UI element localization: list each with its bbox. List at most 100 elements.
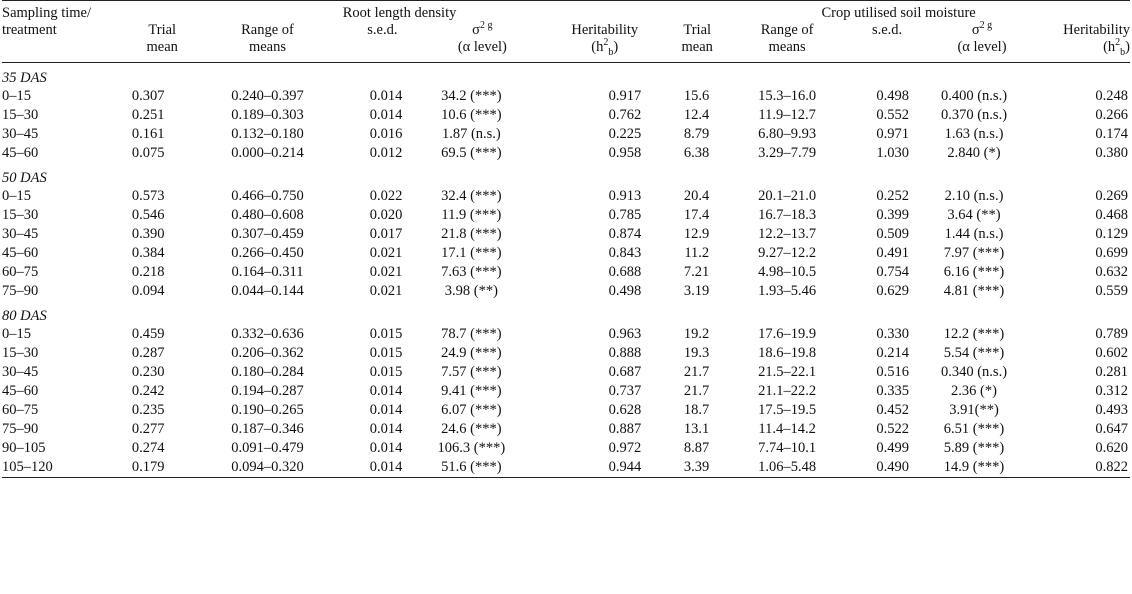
- table-cell: 90–105: [2, 440, 46, 456]
- table-cell: 106.3 (***): [437, 440, 506, 456]
- header-line: (α level): [957, 39, 1007, 55]
- table-cell: 1.87 (n.s.): [441, 126, 501, 142]
- table-cell: 0.452: [876, 402, 910, 418]
- header-line: s.e.d.: [871, 22, 903, 38]
- table-row: 0–15 0.573 0.466–0.750 0.022 32.4 (***) 0.913…: [2, 187, 1130, 206]
- header-line: mean: [681, 39, 713, 55]
- table-cell: 0.190–0.265: [231, 402, 304, 418]
- table-row: 75–90 0.094 0.044–0.144 0.021 3.98 (**) 0.498…: [2, 282, 1130, 301]
- table-cell: 24.6 (***): [441, 421, 502, 437]
- table-cell: 0.016: [369, 126, 403, 142]
- table-cell: 0.014: [342, 458, 423, 478]
- table-cell: 4.81 (***): [943, 283, 1005, 299]
- table-cell: 0.248: [1095, 88, 1128, 104]
- root-length-density-header: Root length density: [131, 0, 668, 22]
- table-cell: 19.2: [683, 326, 710, 342]
- table-cell: 0.015: [369, 326, 403, 342]
- table-cell: 0.129: [1095, 226, 1128, 242]
- table-row: 15–30 0.251 0.189–0.303 0.014 10.6 (***) 0.76…: [2, 106, 1130, 125]
- table-cell: 1.63 (n.s.): [944, 126, 1004, 142]
- table-cell: 18.7: [683, 402, 710, 418]
- header-line: means: [768, 39, 806, 55]
- header-line: means: [248, 39, 286, 55]
- table-cell: 51.6 (***): [422, 458, 543, 478]
- table-cell: 78.7 (***): [441, 326, 502, 342]
- csm-heritability-header: Heritability (h2b): [1036, 22, 1130, 63]
- table-cell: 30–45: [2, 126, 39, 142]
- csm-group-label: Crop utilised soil moisture: [821, 5, 976, 21]
- table-cell: 21.5–22.1: [758, 364, 817, 380]
- table-cell: 7.97 (***): [943, 245, 1005, 261]
- table-cell: 0.822: [1036, 458, 1130, 478]
- header-line: (h2b): [542, 37, 667, 58]
- table-cell: 7.74–10.1: [758, 440, 817, 456]
- table-cell: 0.252: [876, 188, 910, 204]
- table-cell: 9.41 (***): [441, 383, 502, 399]
- table-cell: 0.194–0.287: [231, 383, 304, 399]
- table-cell: 0.230: [131, 364, 165, 380]
- table-cell: 0.944: [542, 458, 668, 478]
- table-cell: 18.6–19.8: [758, 345, 817, 361]
- table-cell: 5.89 (***): [943, 440, 1005, 456]
- table-cell: 0.180–0.284: [231, 364, 304, 380]
- table-cell: 0.335: [876, 383, 910, 399]
- table-cell: 0.917: [608, 88, 642, 104]
- table-cell: 6.07 (***): [441, 402, 502, 418]
- table-cell: 0.399: [876, 207, 910, 223]
- table-cell: 0.021: [369, 283, 403, 299]
- table-row: 0–15 0.459 0.332–0.636 0.015 78.7 (***) 0.963…: [2, 325, 1130, 344]
- table-cell: 20.1–21.0: [758, 188, 817, 204]
- table-cell: 0.075: [131, 145, 165, 161]
- herit-sup: 2: [603, 37, 609, 49]
- table-cell: 30–45: [2, 364, 39, 380]
- table-cell: 0.559: [1095, 283, 1128, 299]
- header-line: Range of: [760, 22, 814, 38]
- table-cell: 0–15: [2, 188, 31, 204]
- table-cell: 0.789: [1095, 326, 1128, 342]
- table-row: 30–45 0.161 0.132–0.180 0.016 1.87 (n.s.) 0.2…: [2, 125, 1130, 144]
- csm-sed-header: s.e.d.: [847, 22, 928, 63]
- table-cell: 3.91(**): [949, 402, 999, 418]
- table-cell: 0–15: [2, 326, 31, 342]
- table-cell: 0.516: [876, 364, 910, 380]
- header-line: Heritability: [571, 22, 639, 38]
- table-cell: 0.266: [1095, 107, 1128, 123]
- table-row: 45–60 0.075 0.000–0.214 0.012 69.5 (***) 0.95…: [2, 144, 1130, 163]
- sigma-superscript: 2 g: [979, 20, 993, 32]
- table-cell: 0.014: [369, 88, 403, 104]
- table-cell: 0.843: [608, 245, 642, 261]
- rld-trial-mean-header: Trial mean: [131, 22, 193, 63]
- table-cell: 0.091–0.479: [231, 440, 304, 456]
- table-cell: 3.39: [667, 458, 728, 478]
- table-cell: 30–45: [2, 226, 39, 242]
- sigma-symbol: σ: [971, 22, 980, 38]
- table-cell: 75–90: [2, 283, 39, 299]
- rld-sigma-header: σ2 g (α level): [422, 21, 543, 63]
- table-cell: 0.380: [1095, 145, 1128, 161]
- table-cell: 21.7: [683, 364, 710, 380]
- table-cell: 0.015: [369, 364, 403, 380]
- table-cell: 0.161: [131, 126, 165, 142]
- table-row: 30–45 0.230 0.180–0.284 0.015 7.57 (***) 0.68…: [2, 363, 1130, 382]
- table-cell: 0.014: [369, 107, 403, 123]
- table-cell: 34.2 (***): [441, 88, 502, 104]
- table-cell: 0.499: [876, 440, 910, 456]
- table-cell: 2.10 (n.s.): [944, 188, 1004, 204]
- table-cell: 12.2 (***): [943, 326, 1005, 342]
- table-cell: 0.888: [608, 345, 642, 361]
- table-cell: 0.490: [847, 458, 928, 478]
- table-cell: 45–60: [2, 245, 39, 261]
- table-cell: 0.189–0.303: [231, 107, 304, 123]
- table-cell: 21.1–22.2: [758, 383, 817, 399]
- header-line: Trial: [683, 22, 712, 38]
- table-cell: 0.277: [131, 421, 165, 437]
- data-table: Sampling time/ Root length density Crop …: [2, 0, 1130, 478]
- table-cell: 45–60: [2, 145, 39, 161]
- table-cell: 15–30: [2, 207, 39, 223]
- table-cell: 0.573: [131, 188, 165, 204]
- table-cell: 24.9 (***): [441, 345, 502, 361]
- table-cell: 75–90: [2, 421, 39, 437]
- table-cell: 0.242: [131, 383, 165, 399]
- table-cell: 0.269: [1095, 188, 1128, 204]
- table-cell: 0.958: [608, 145, 642, 161]
